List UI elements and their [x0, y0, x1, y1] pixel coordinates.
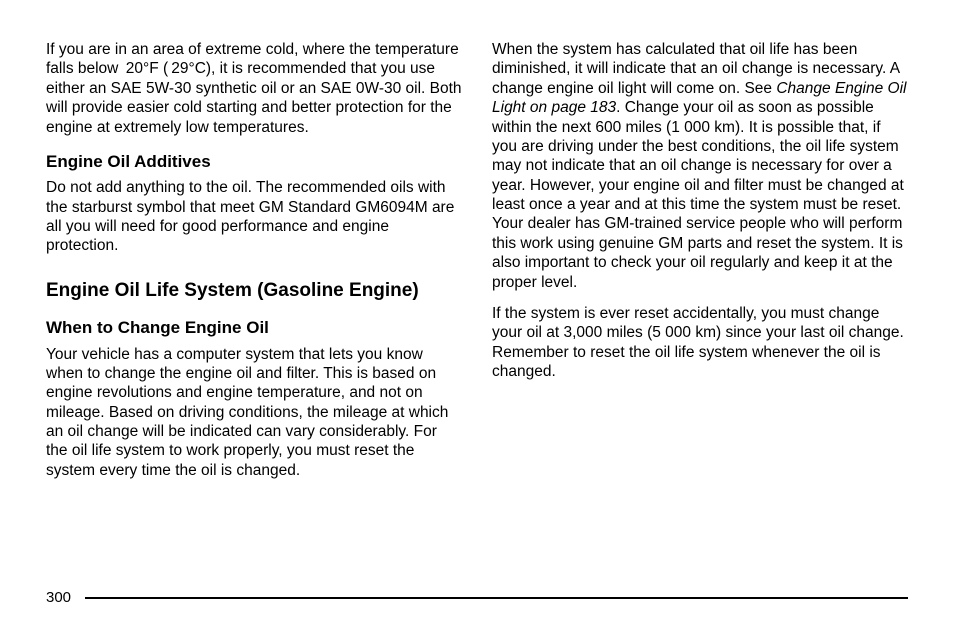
page: If you are in an area of extreme cold, w…: [0, 0, 954, 636]
text-run: . Change your oil as soon as possible wi…: [492, 99, 904, 290]
right-column: When the system has calculated that oil …: [492, 40, 908, 581]
heading-engine-oil-life-system: Engine Oil Life System (Gasoline Engine): [46, 278, 462, 304]
body-paragraph: When the system has calculated that oil …: [492, 40, 908, 292]
subheading-when-to-change: When to Change Engine Oil: [46, 317, 462, 338]
body-paragraph: If the system is ever reset accidentally…: [492, 304, 908, 382]
footer-rule: [85, 597, 908, 599]
body-paragraph: Do not add anything to the oil. The reco…: [46, 178, 462, 256]
page-number: 300: [46, 589, 71, 606]
left-column: If you are in an area of extreme cold, w…: [46, 40, 462, 581]
body-paragraph: Your vehicle has a computer system that …: [46, 345, 462, 481]
page-footer: 300: [46, 589, 908, 606]
column-container: If you are in an area of extreme cold, w…: [46, 40, 908, 581]
body-paragraph: If you are in an area of extreme cold, w…: [46, 40, 462, 137]
subheading-engine-oil-additives: Engine Oil Additives: [46, 151, 462, 172]
